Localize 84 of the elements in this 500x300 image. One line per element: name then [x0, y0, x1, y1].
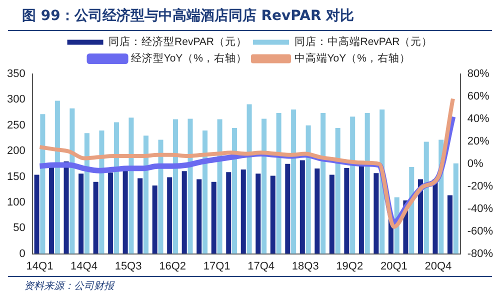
y-tick-label: 0 — [19, 248, 26, 260]
bar — [335, 128, 340, 254]
bar — [188, 118, 193, 254]
y-tick-label: 300 — [6, 94, 26, 106]
x-tick-label: 19Q2 — [336, 260, 364, 272]
legend-label: 中高端YoY（%，右轴） — [294, 52, 410, 65]
bar — [232, 128, 238, 254]
y2-tick-label: 40% — [467, 112, 490, 125]
bar — [276, 113, 282, 254]
y-tick-label: 100 — [6, 196, 26, 208]
bar — [143, 136, 148, 254]
bar — [300, 160, 305, 254]
bar — [240, 170, 246, 254]
bar — [211, 182, 216, 254]
bar — [54, 100, 60, 254]
x-tick-label: 14Q4 — [70, 260, 98, 272]
bar — [40, 114, 46, 254]
bar — [167, 177, 172, 254]
bar — [99, 130, 104, 254]
bar — [182, 171, 187, 254]
bar — [226, 172, 232, 254]
y-tick-label: 150 — [6, 170, 26, 183]
y2-tick-label: -40% — [467, 202, 494, 215]
bar — [122, 170, 128, 254]
bar — [246, 104, 252, 254]
bar — [291, 109, 296, 254]
bar — [49, 166, 54, 254]
bar — [217, 119, 222, 254]
bar — [152, 185, 158, 254]
bar — [364, 113, 370, 254]
y2-tick-label: 80% — [467, 68, 490, 80]
bar — [285, 164, 290, 254]
x-tick-label: 17Q1 — [203, 260, 230, 272]
x-tick-label: 18Q3 — [292, 260, 319, 272]
y2-tick-label: 20% — [467, 135, 490, 148]
x-tick-label: 15Q3 — [114, 260, 142, 272]
x-tick-label: 16Q2 — [159, 260, 186, 272]
bar — [196, 179, 202, 254]
bar — [314, 168, 320, 254]
y-tick-label: 50 — [13, 222, 26, 234]
line-series — [38, 96, 455, 229]
bar — [453, 163, 458, 254]
y2-tick-label: 0% — [467, 158, 484, 170]
y2-tick-label: 60% — [467, 90, 490, 103]
bar — [70, 108, 75, 254]
text: 资料来源：公司财报 — [8, 276, 492, 295]
bar — [64, 161, 69, 254]
bar — [114, 122, 119, 254]
bar — [93, 182, 98, 254]
bar — [158, 140, 164, 254]
legend-label: 经济型YoY（%，右轴） — [130, 52, 247, 65]
y2-tick-label: -60% — [467, 225, 494, 238]
legend-label: 同店：经济型RevPAR（元） — [108, 35, 247, 48]
y-tick-label: 350 — [6, 68, 26, 80]
bar — [350, 116, 356, 254]
bar — [447, 195, 452, 254]
legend-label: 同店：中高端RevPAR（元） — [294, 35, 433, 48]
x-tick-label: 20Q4 — [424, 260, 452, 272]
x-tick-label: 17Q4 — [248, 260, 275, 272]
bar — [432, 179, 438, 254]
x-tick-label: 20Q1 — [380, 260, 408, 272]
bar — [256, 174, 261, 254]
bar — [78, 174, 84, 254]
bar — [202, 130, 208, 254]
bar — [34, 174, 40, 254]
bar — [108, 172, 114, 254]
x-tick-label: 14Q1 — [26, 260, 54, 272]
y2-tick-label: -80% — [467, 248, 494, 260]
bar — [84, 133, 90, 254]
bar — [138, 178, 143, 254]
bar — [306, 125, 311, 254]
bar — [374, 173, 379, 254]
y-tick-label: 200 — [6, 145, 26, 158]
bar — [270, 176, 276, 254]
bar — [172, 119, 178, 254]
y2-tick-label: -20% — [467, 180, 494, 192]
bar — [262, 118, 267, 254]
y-tick-label: 250 — [6, 119, 26, 132]
bar — [329, 174, 334, 254]
chart-title: 图 99：公司经济型与中高端酒店同店 RevPAR 对比 — [8, 0, 492, 31]
bar — [320, 113, 326, 254]
bar — [344, 168, 350, 254]
bar — [424, 142, 429, 254]
bar — [128, 118, 134, 254]
